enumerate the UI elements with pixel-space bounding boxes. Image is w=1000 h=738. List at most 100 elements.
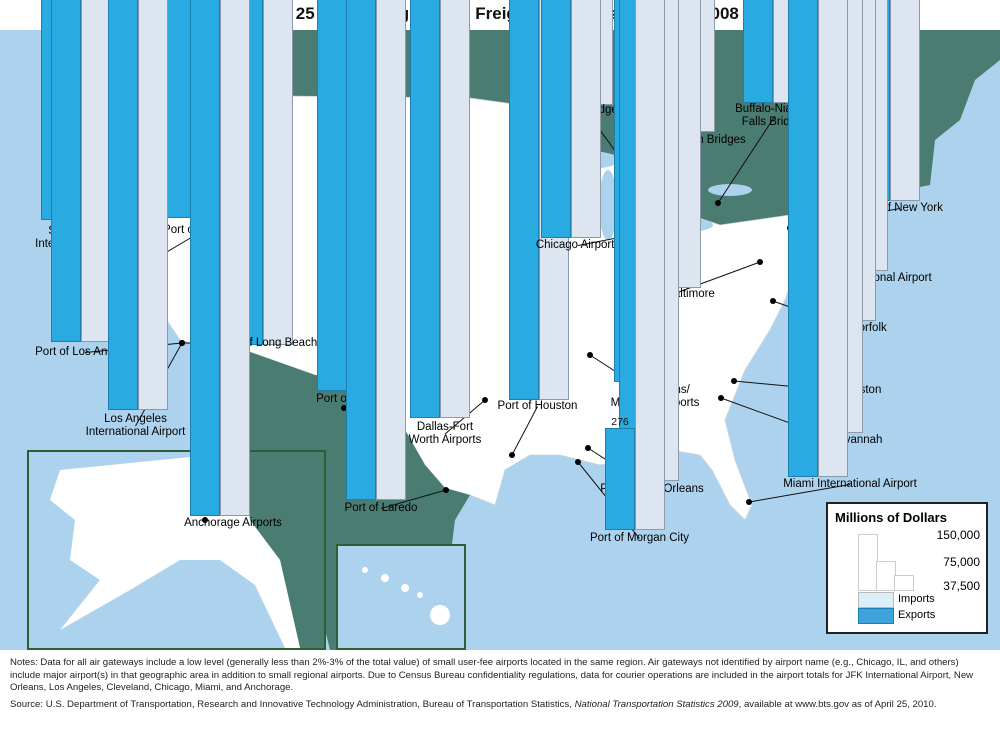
gateway-location-dot — [179, 340, 185, 346]
export-column: 68,471 — [509, 0, 539, 401]
gateway-bars: 29,20210,827 — [788, 0, 848, 477]
export-bar — [410, 0, 440, 418]
gateway-label: Port of Laredo — [344, 502, 418, 514]
gateway-location-dot — [509, 452, 515, 458]
bar-pair: 16,40323,062 — [410, 0, 470, 418]
export-bar — [51, 0, 81, 343]
hawaii-inset — [336, 544, 466, 650]
gateway-location-dot — [731, 378, 737, 384]
gateway-bars: 10,19331,240 — [190, 0, 250, 516]
gateway-bars: 276 37,387 — [605, 0, 665, 531]
source-title: National Transportation Statistics 2009 — [574, 698, 739, 710]
gateway-location-dot — [746, 499, 752, 505]
export-bar — [190, 0, 220, 516]
legend-scale-bar — [876, 561, 896, 591]
gateway-bars: 33,631148,738 — [51, 0, 111, 343]
notes: Notes: Data for all air gateways include… — [10, 657, 990, 715]
export-column: 276 — [605, 416, 635, 531]
source-text: Source: U.S. Department of Transportatio… — [10, 699, 990, 712]
import-column: 36,987 — [138, 0, 168, 410]
gateway-label: Anchorage Airports — [184, 517, 282, 529]
gateway-bars: 35,86161,152 — [541, 0, 601, 239]
import-column: 10,827 — [818, 0, 848, 477]
export-column: 35,861 — [541, 0, 571, 239]
import-column: 148,738 — [81, 0, 111, 343]
source-prefix: Source: U.S. Department of Transportatio… — [10, 698, 575, 710]
import-bar — [81, 0, 111, 343]
legend-imports-swatch — [858, 592, 894, 608]
gateway-label: Dallas-Fort Worth Airports — [408, 421, 482, 446]
export-column: 41,291 — [108, 0, 138, 410]
legend-scale-label: 37,500 — [943, 579, 980, 594]
import-bar — [138, 0, 168, 410]
gateway-location-dot — [585, 445, 591, 451]
export-bar — [788, 0, 818, 477]
legend-title: Millions of Dollars — [835, 510, 947, 525]
export-column: 29,202 — [788, 0, 818, 477]
import-column: 138,455 — [890, 0, 920, 202]
legend: Millions of Dollars 150,000 75,000 37,500 … — [826, 502, 988, 634]
bar-pair: 276 37,387 — [605, 0, 665, 531]
import-bar — [376, 0, 406, 501]
bar-pair: 33,631148,738 — [51, 0, 111, 343]
notes-text: Notes: Data for all air gateways include… — [10, 657, 974, 693]
gateway-bars: 41,29136,987 — [108, 0, 168, 410]
export-bar — [108, 0, 138, 410]
legend-scale-bar — [858, 533, 878, 591]
legend-scale-label: 75,000 — [943, 555, 980, 570]
gateway-location-dot — [482, 397, 488, 403]
leader-line — [748, 484, 851, 503]
export-bar — [346, 0, 376, 501]
import-column: 23,062 — [440, 0, 470, 418]
export-column: 53,929 — [346, 0, 376, 501]
gateway-label: Chicago Airports — [535, 239, 621, 251]
gateway-location-dot — [718, 395, 724, 401]
legend-scale-label: 150,000 — [936, 527, 980, 542]
gateway-label: Miami International Airport — [783, 478, 917, 490]
import-bar — [818, 0, 848, 477]
import-column: 119,193 — [263, 0, 293, 346]
leader-line — [511, 406, 538, 456]
export-column: 16,403 — [410, 0, 440, 418]
import-bar — [890, 0, 920, 202]
import-bar — [220, 0, 250, 516]
export-column: 40,330 — [743, 0, 773, 103]
gateway-bars: 53,92961,830 — [346, 0, 406, 501]
gateway-label: Port of Morgan City — [589, 532, 690, 544]
gateway-location-dot — [715, 200, 721, 206]
bar-pair: 41,29136,987 — [108, 0, 168, 410]
leader-line — [671, 261, 761, 295]
import-column: 31,240 — [220, 0, 250, 516]
import-column: 61,152 — [571, 0, 601, 239]
export-column: 10,193 — [190, 0, 220, 516]
export-bar — [743, 0, 773, 103]
leader-line — [380, 489, 447, 509]
export-column: 33,631 — [51, 0, 81, 343]
alaska-inset — [27, 450, 326, 650]
gateway-location-dot — [770, 298, 776, 304]
gateway-label: Port of Houston — [497, 400, 578, 412]
gateway-location-dot — [757, 259, 763, 265]
gateway-location-dot — [575, 459, 581, 465]
legend-imports-label: Imports — [898, 593, 935, 605]
legend-exports-swatch — [858, 608, 894, 624]
bar-pair: 29,20210,827 — [788, 0, 848, 477]
bar-pair: 53,92961,830 — [346, 0, 406, 501]
gateway-label: Los Angeles International Airport — [85, 413, 186, 438]
export-column: 20,156 — [317, 0, 347, 391]
gateway-location-dot — [443, 487, 449, 493]
bar-pair: 10,19331,240 — [190, 0, 250, 516]
legend-scale-bar — [894, 575, 914, 591]
export-value: 276 — [611, 416, 629, 429]
import-bar — [635, 0, 665, 531]
import-column: 37,387 — [635, 0, 665, 531]
legend-exports-label: Exports — [898, 609, 936, 621]
export-bar — [509, 0, 539, 401]
gateway-location-dot — [587, 352, 593, 358]
gateway-bars: 16,40323,062 — [410, 0, 470, 418]
export-bar — [317, 0, 347, 391]
import-bar — [263, 0, 293, 346]
gateway-location-dot — [341, 405, 347, 411]
import-bar — [440, 0, 470, 418]
